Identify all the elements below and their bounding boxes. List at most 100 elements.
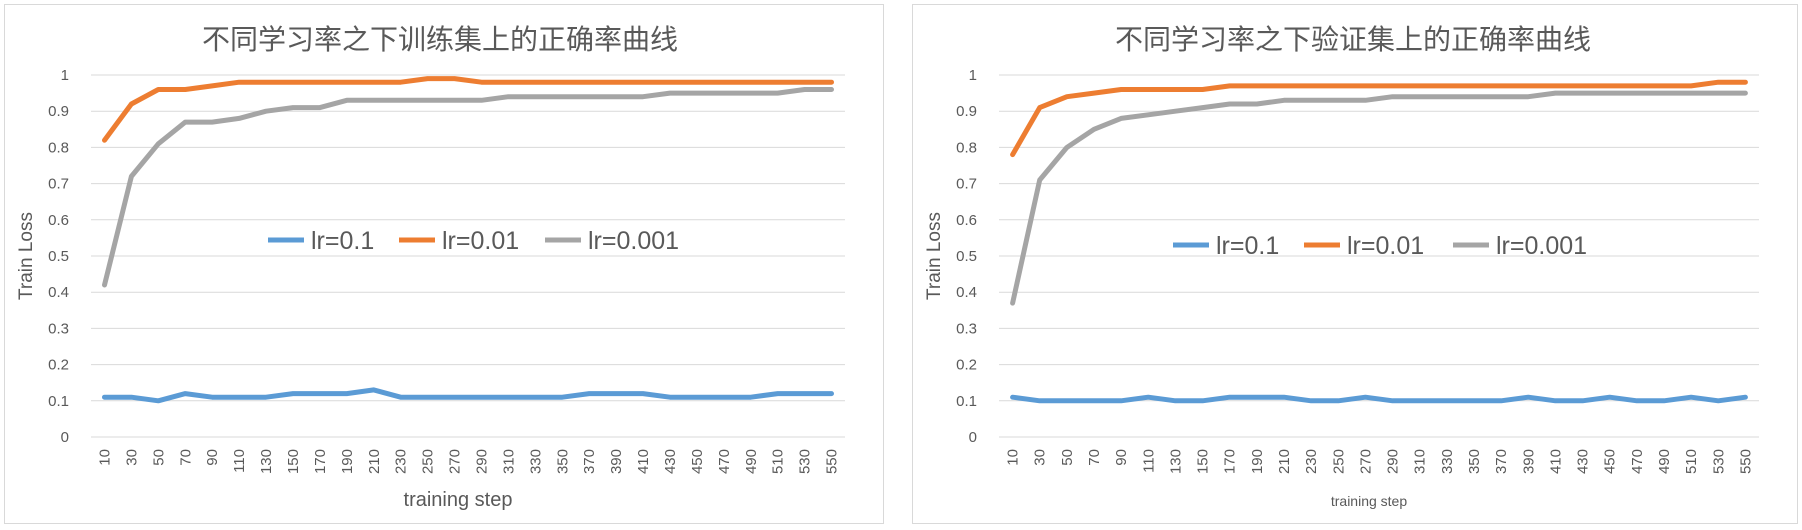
x-tick-label: 390	[608, 449, 625, 474]
series-line-lr-0-01	[102, 76, 834, 143]
y-tick-label: 0.3	[956, 320, 977, 337]
x-tick-label: 350	[554, 449, 571, 474]
x-tick-label: 550	[1737, 449, 1754, 474]
train-accuracy-chart-svg: 不同学习率之下训练集上的正确率曲线 0 0.1 0.2 0.3 0.4 0.5 0.6 0.7 0…	[16, 23, 845, 511]
x-tick-label: 370	[581, 449, 598, 474]
x-tick-label: 250	[420, 449, 437, 474]
validation-accuracy-chart: 不同学习率之下验证集上的正确率曲线 0 0.1 0.2 0.3 0.4 0.5 0.6 0.7 0…	[912, 4, 1798, 524]
x-tick-label: 490	[743, 449, 760, 474]
x-tick-label: 190	[339, 449, 356, 474]
x-tick-label: 470	[1629, 449, 1646, 474]
y-tick-label: 0.1	[956, 393, 977, 410]
series-line-lr-0-1	[1010, 394, 1748, 404]
x-tick-label: 510	[770, 449, 787, 474]
y-tick-label: 0.8	[48, 139, 69, 156]
x-tick-label: 90	[1113, 449, 1130, 466]
x-tick-label: 310	[500, 449, 517, 474]
x-tick-label: 290	[1385, 449, 1402, 474]
x-tick-label: 130	[258, 449, 275, 474]
x-tick-label: 310	[1412, 449, 1429, 474]
series-line-lr-0-001	[102, 87, 834, 288]
legend-label: lr=0.1	[311, 227, 374, 255]
legend-label: lr=0.01	[1347, 232, 1424, 260]
x-tick-label: 490	[1656, 449, 1673, 474]
x-tick-label: 10	[96, 449, 113, 466]
x-tick-label: 530	[797, 449, 814, 474]
y-tick-label: 0.9	[956, 103, 977, 120]
x-tick-label: 10	[1005, 449, 1022, 466]
x-tick-label: 110	[1140, 449, 1157, 473]
x-tick-label: 450	[1602, 449, 1619, 474]
x-tick-label: 470	[716, 449, 733, 474]
y-tick-label: 0.4	[956, 284, 977, 301]
legend-label: lr=0.001	[1496, 232, 1587, 260]
y-tick-label: 0.6	[956, 212, 977, 229]
x-tick-label: 530	[1710, 449, 1727, 474]
x-tick-label: 450	[689, 449, 706, 474]
chart-title: 不同学习率之下训练集上的正确率曲线	[202, 23, 678, 56]
y-tick-label: 1	[61, 67, 69, 84]
x-tick-label: 350	[1466, 449, 1483, 474]
x-tick-label: 210	[366, 449, 383, 474]
x-tick-label: 50	[1059, 449, 1076, 466]
x-tick-label: 90	[204, 449, 221, 466]
x-tick-label: 550	[824, 449, 841, 474]
x-tick-label: 390	[1520, 449, 1537, 474]
x-tick-label: 330	[1439, 449, 1456, 474]
x-tick-label: 410	[635, 449, 652, 474]
y-tick-label: 0.2	[956, 357, 977, 374]
x-tick-label: 30	[1032, 449, 1049, 466]
x-tick-label: 270	[1357, 449, 1374, 474]
x-axis-label: training step	[404, 489, 513, 511]
series-line-lr-0-01	[1010, 79, 1748, 158]
x-tick-label: 270	[447, 449, 464, 474]
x-tick-label: 150	[285, 449, 302, 474]
x-tick-label: 430	[662, 449, 679, 474]
y-tick-label: 0	[61, 429, 69, 446]
validation-accuracy-chart-svg: 不同学习率之下验证集上的正确率曲线 0 0.1 0.2 0.3 0.4 0.5 0.6 0.7 0…	[924, 23, 1759, 509]
x-tick-label: 150	[1195, 449, 1212, 474]
x-tick-label: 30	[123, 449, 140, 466]
x-tick-label: 170	[1222, 449, 1239, 474]
y-axis-label: Train Loss	[924, 212, 945, 300]
y-tick-label: 1	[969, 67, 977, 84]
train-accuracy-chart: 不同学习率之下训练集上的正确率曲线 0 0.1 0.2 0.3 0.4 0.5 0.6 0.7 0…	[4, 4, 884, 524]
x-tick-label: 230	[393, 449, 410, 474]
x-tick-label: 210	[1276, 449, 1293, 474]
x-tick-label: 170	[312, 449, 329, 474]
x-tick-label: 70	[177, 449, 194, 466]
y-tick-label: 0.3	[48, 320, 69, 337]
chart-title: 不同学习率之下验证集上的正确率曲线	[1115, 23, 1591, 56]
y-tick-label: 0.9	[48, 103, 69, 120]
legend-label: lr=0.1	[1216, 232, 1279, 260]
y-tick-label: 0.6	[48, 212, 69, 229]
x-tick-label: 370	[1493, 449, 1510, 474]
y-tick-label: 0.7	[956, 176, 977, 193]
x-tick-label: 410	[1547, 449, 1564, 474]
x-tick-label: 50	[150, 449, 167, 466]
x-tick-label: 230	[1303, 449, 1320, 474]
y-tick-label: 0.4	[48, 284, 69, 301]
legend-label: lr=0.01	[442, 227, 519, 255]
y-tick-label: 0.2	[48, 357, 69, 374]
y-axis-label: Train Loss	[16, 212, 37, 300]
x-tick-label: 330	[527, 449, 544, 474]
y-tick-label: 0.5	[48, 248, 69, 265]
y-tick-label: 0.1	[48, 393, 69, 410]
x-tick-label: 510	[1683, 449, 1700, 474]
x-tick-label: 70	[1086, 449, 1103, 466]
x-tick-label: 190	[1249, 449, 1266, 474]
x-tick-label: 290	[473, 449, 490, 474]
y-tick-label: 0.8	[956, 139, 977, 156]
y-tick-label: 0	[969, 429, 977, 446]
series-line-lr-0-1	[102, 387, 834, 404]
y-tick-label: 0.7	[48, 176, 69, 193]
x-tick-label: 250	[1330, 449, 1347, 474]
legend-label: lr=0.001	[588, 227, 679, 255]
x-tick-label: 110	[231, 449, 248, 473]
x-tick-label: 430	[1575, 449, 1592, 474]
x-tick-label: 130	[1167, 449, 1184, 474]
x-axis-label: training step	[1331, 493, 1407, 509]
series-line-lr-0-001	[1010, 90, 1748, 306]
y-tick-label: 0.5	[956, 248, 977, 265]
